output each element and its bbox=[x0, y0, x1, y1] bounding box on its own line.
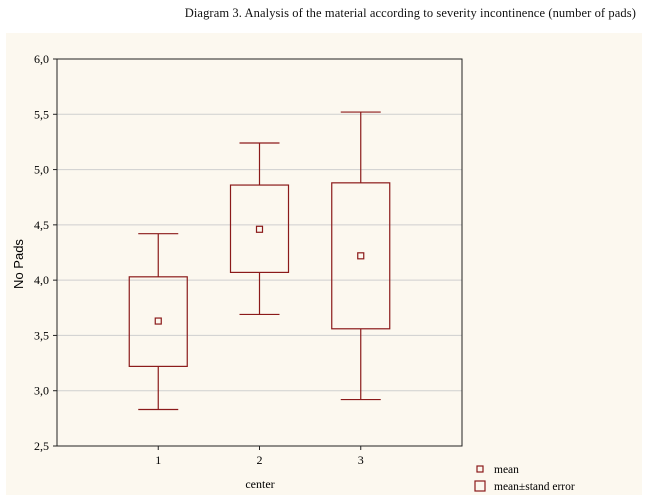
y-tick-label: 4,0 bbox=[34, 273, 49, 287]
standard-error-box bbox=[128, 276, 188, 367]
box-group-center-1 bbox=[128, 233, 188, 411]
box-group-center-3 bbox=[331, 111, 391, 401]
legend-label: mean bbox=[494, 464, 519, 476]
figure-caption: Diagram 3. Analysis of the material acco… bbox=[184, 6, 636, 20]
box-group-center-2 bbox=[229, 142, 290, 316]
x-tick-label: 1 bbox=[155, 453, 161, 467]
legend-box-marker bbox=[474, 480, 486, 492]
y-tick-label: 3,5 bbox=[34, 328, 49, 342]
plot-area-frame bbox=[56, 58, 463, 447]
y-tick-label: 5,0 bbox=[34, 163, 49, 177]
box-plot-chart: 2,5 3,0 3,5 4,0 4,5 5,0 5,5 6,0 1 2 3 No Pads cen… bbox=[11, 52, 604, 500]
x-axis-ticks: 1 2 3 bbox=[155, 446, 364, 467]
y-axis-label: No Pads bbox=[11, 239, 26, 289]
x-tick-label: 3 bbox=[358, 453, 364, 467]
standard-error-box bbox=[229, 184, 290, 274]
y-axis-ticks: 2,5 3,0 3,5 4,0 4,5 5,0 5,5 6,0 bbox=[34, 52, 57, 453]
y-tick-label: 3,0 bbox=[34, 384, 49, 398]
chart-panel: 2,5 3,0 3,5 4,0 4,5 5,0 5,5 6,0 1 2 3 No Pads cen… bbox=[6, 33, 642, 500]
y-tick-label: 4,5 bbox=[34, 218, 49, 232]
x-axis-label: center bbox=[245, 477, 274, 491]
y-tick-label: 2,5 bbox=[34, 439, 49, 453]
mean-point bbox=[154, 317, 162, 325]
standard-error-box bbox=[331, 182, 391, 330]
x-tick-label: 2 bbox=[257, 453, 263, 467]
legend-label: mean±stand error bbox=[494, 481, 575, 493]
mean-point bbox=[255, 225, 264, 233]
y-tick-label: 6,0 bbox=[34, 52, 49, 66]
legend-mean-marker bbox=[476, 465, 484, 473]
y-tick-label: 5,5 bbox=[34, 107, 49, 121]
mean-point bbox=[357, 252, 365, 260]
box-series bbox=[128, 111, 391, 411]
